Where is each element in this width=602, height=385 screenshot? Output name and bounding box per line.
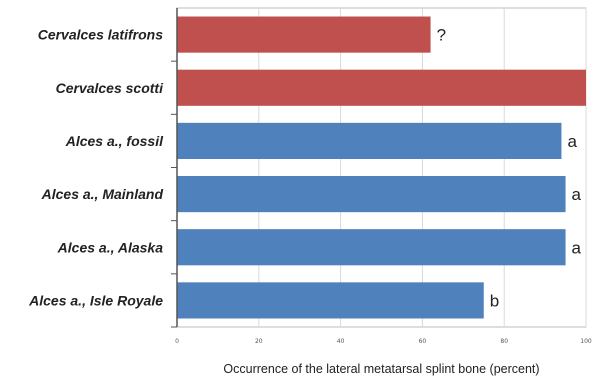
bar	[177, 176, 566, 213]
bars	[177, 16, 586, 319]
data-labels: ? a a a b	[437, 26, 582, 311]
tick-label: 60	[419, 338, 427, 345]
x-axis-ticks: 0 20 40 60 80 100	[171, 60, 592, 345]
category-labels: Cervalces latifrons Cervalces scotti Alces…	[28, 27, 164, 309]
bar	[177, 282, 484, 319]
category-label: Alces a., Alaska	[57, 239, 164, 255]
tick-label: 0	[175, 338, 179, 345]
bar	[177, 229, 566, 266]
category-label: Alces a., fossil	[65, 133, 164, 149]
data-label: ?	[437, 26, 446, 45]
category-label: Cervalces latifrons	[38, 27, 163, 43]
data-label: a	[567, 132, 577, 151]
bar	[177, 69, 586, 106]
x-axis-title: Occurrence of the lateral metatarsal spl…	[223, 362, 539, 376]
gridlines	[258, 8, 587, 327]
data-label: a	[572, 185, 582, 204]
tick-label: 80	[500, 338, 508, 345]
plot-area	[176, 7, 587, 328]
tick-label: 40	[337, 338, 345, 345]
data-label: b	[490, 291, 499, 310]
category-label: Alces a., Isle Royale	[28, 292, 163, 308]
tick-label: 100	[580, 338, 592, 345]
bar	[177, 16, 431, 53]
bar	[177, 122, 562, 159]
tick-label: 20	[255, 338, 263, 345]
category-label: Alces a., Mainland	[41, 186, 164, 202]
data-label: a	[572, 238, 582, 257]
category-label: Cervalces scotti	[56, 80, 165, 96]
